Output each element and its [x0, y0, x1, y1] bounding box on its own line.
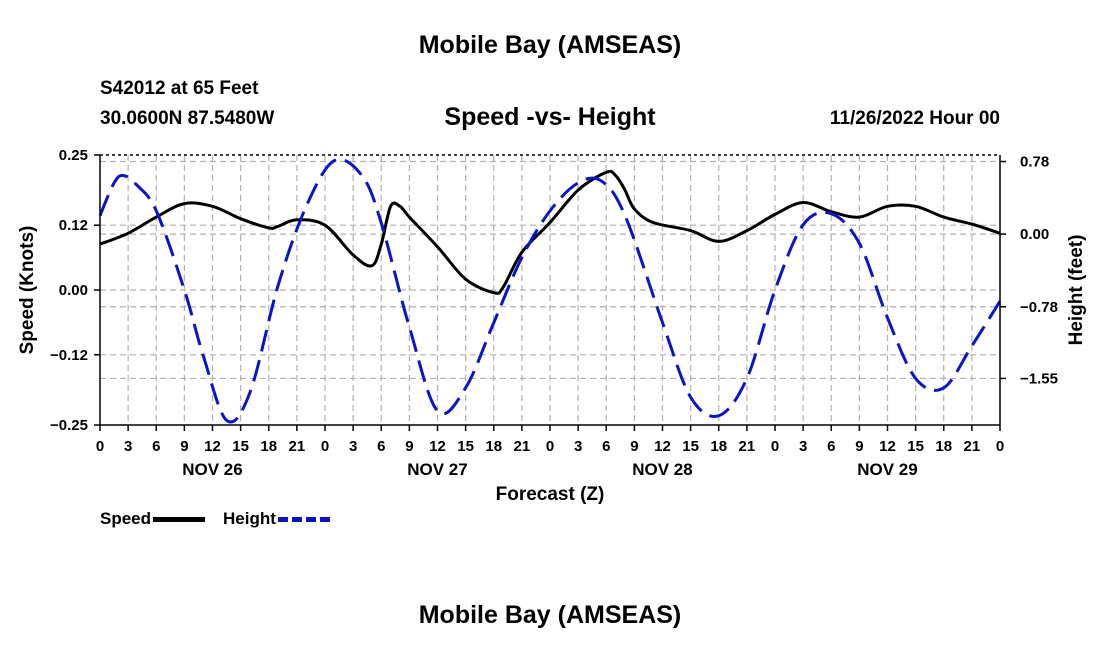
x-tick-label: 21 — [514, 438, 531, 455]
x-tick-label: 21 — [739, 438, 756, 455]
x-tick-label: 6 — [602, 438, 610, 455]
chart-labels: 0 3 6 9 12 15 18 21 0 3 6 9 12 15 18 21 0 3 6 9 12 15 18 21 0 3 6 9… — [17, 147, 1087, 505]
x-tick-label: 15 — [232, 438, 249, 455]
legend-speed-swatch — [153, 516, 206, 522]
height-series-line — [98, 157, 1002, 424]
x-tick-label: 21 — [964, 438, 981, 455]
x-tick-label: 6 — [152, 438, 160, 455]
main-title: Mobile Bay (AMSEAS) — [418, 31, 682, 59]
y-left-tick-label: 0.00 — [59, 282, 88, 299]
day-label: NOV 27 — [407, 460, 467, 479]
day-label: NOV 26 — [182, 460, 242, 479]
x-tick-label: 9 — [405, 438, 413, 455]
legend-item-speed: Speed — [100, 509, 206, 529]
x-tick-label: 12 — [879, 438, 896, 455]
x-tick-label: 0 — [546, 438, 554, 455]
plot-title: Speed -vs- Height — [444, 103, 656, 131]
speed-series-line — [99, 169, 1001, 295]
x-tick-label: 3 — [574, 438, 582, 455]
x-tick-label: 18 — [485, 438, 502, 455]
y-left-tick-label: 0.25 — [59, 147, 88, 164]
chart-ticks — [94, 154, 1006, 431]
x-tick-label: 0 — [321, 438, 329, 455]
x-tick-label: 21 — [289, 438, 306, 455]
x-tick-label: 0 — [771, 438, 779, 455]
x-tick-label: 18 — [260, 438, 277, 455]
chart-grid — [100, 155, 1000, 425]
x-tick-label: 9 — [630, 438, 638, 455]
y-left-axis-title: Speed (Knots) — [17, 226, 38, 355]
chart-series — [98, 157, 1002, 424]
x-tick-label: 3 — [124, 438, 132, 455]
x-tick-label: 12 — [429, 438, 446, 455]
y-left-tick-label: −0.25 — [50, 417, 88, 434]
y-left-tick-label: −0.12 — [50, 347, 88, 364]
legend-height-label: Height — [223, 509, 276, 528]
legend: Speed Height — [100, 509, 348, 529]
x-tick-label: 15 — [682, 438, 699, 455]
y-right-tick-label: −0.78 — [1020, 299, 1058, 316]
y-left-tick-label: 0.12 — [59, 217, 88, 234]
forecast-run-time: 11/26/2022 Hour 00 — [829, 108, 1000, 129]
x-tick-label: 15 — [457, 438, 474, 455]
legend-speed-label: Speed — [100, 509, 152, 528]
x-tick-label: 18 — [710, 438, 727, 455]
y-right-tick-label: 0.78 — [1020, 154, 1049, 171]
x-tick-label: 9 — [180, 438, 188, 455]
legend-item-height: Height — [223, 509, 330, 529]
x-tick-label: 0 — [96, 438, 104, 455]
x-tick-label: 0 — [996, 438, 1004, 455]
x-tick-label: 12 — [654, 438, 671, 455]
x-tick-label: 6 — [377, 438, 385, 455]
x-tick-label: 18 — [935, 438, 952, 455]
legend-height-swatch — [277, 516, 330, 522]
x-tick-label: 9 — [855, 438, 863, 455]
day-label: NOV 28 — [632, 460, 692, 479]
x-tick-label: 3 — [349, 438, 357, 455]
chart-frame — [99, 154, 1001, 426]
y-right-tick-label: 0.00 — [1020, 226, 1049, 243]
station-label: S42012 at 65 Feet — [100, 78, 259, 99]
x-tick-label: 3 — [799, 438, 807, 455]
x-tick-label: 6 — [827, 438, 835, 455]
speed-height-chart: 0 3 6 9 12 15 18 21 0 3 6 9 12 15 18 21 0 3 6 9 12 15 18 21 0 3 6 9… — [17, 147, 1087, 505]
x-tick-label: 15 — [907, 438, 924, 455]
y-right-axis-title: Height (feet) — [1066, 235, 1087, 346]
y-right-tick-label: −1.55 — [1020, 370, 1058, 387]
day-label: NOV 29 — [857, 460, 917, 479]
station-coordinates: 30.0600N 87.5480W — [100, 108, 275, 129]
x-tick-label: 12 — [204, 438, 221, 455]
x-axis-title: Forecast (Z) — [496, 484, 605, 505]
footer-title: Mobile Bay (AMSEAS) — [418, 601, 682, 629]
